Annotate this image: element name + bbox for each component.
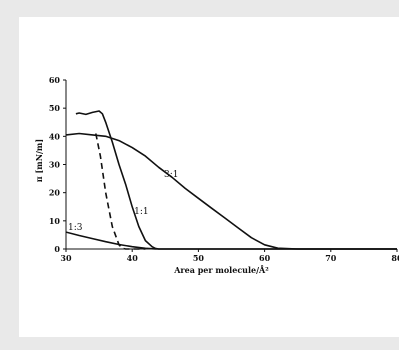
curve-label: 1:1 [134, 207, 148, 217]
series-line-4 [66, 132, 397, 250]
y-tick-label: 50 [49, 103, 61, 113]
x-tick-label: 80 [391, 253, 399, 263]
y-tick-label: 30 [49, 160, 61, 170]
series-line-2 [95, 133, 146, 250]
isotherm-chart: 0 10 20 30 40 50 60 30 40 50 60 70 80 Area per molecu… [34, 75, 399, 275]
curve-label: 1:3 [68, 223, 83, 233]
x-tick-label: 40 [127, 253, 139, 263]
x-tick-label: 30 [60, 253, 72, 263]
curve-label: 3:1 [164, 170, 178, 180]
y-tick-label: 40 [49, 131, 61, 141]
x-tick-label: 70 [325, 253, 337, 263]
series-line-3 [75, 110, 397, 250]
x-axis-title: Area per molecule/Å² [173, 265, 269, 275]
y-tick-label: 10 [49, 216, 61, 226]
figure-panel: 0 10 20 30 40 50 60 30 40 50 60 70 80 Area per molecu… [19, 17, 399, 337]
y-tick-label: 0 [54, 244, 60, 254]
x-tick-label: 50 [193, 253, 205, 263]
y-tick-label: 60 [49, 75, 61, 85]
x-tick-label: 60 [259, 253, 271, 263]
y-axis-title: π [mN/m] [34, 139, 44, 182]
y-tick-label: 20 [49, 188, 61, 198]
